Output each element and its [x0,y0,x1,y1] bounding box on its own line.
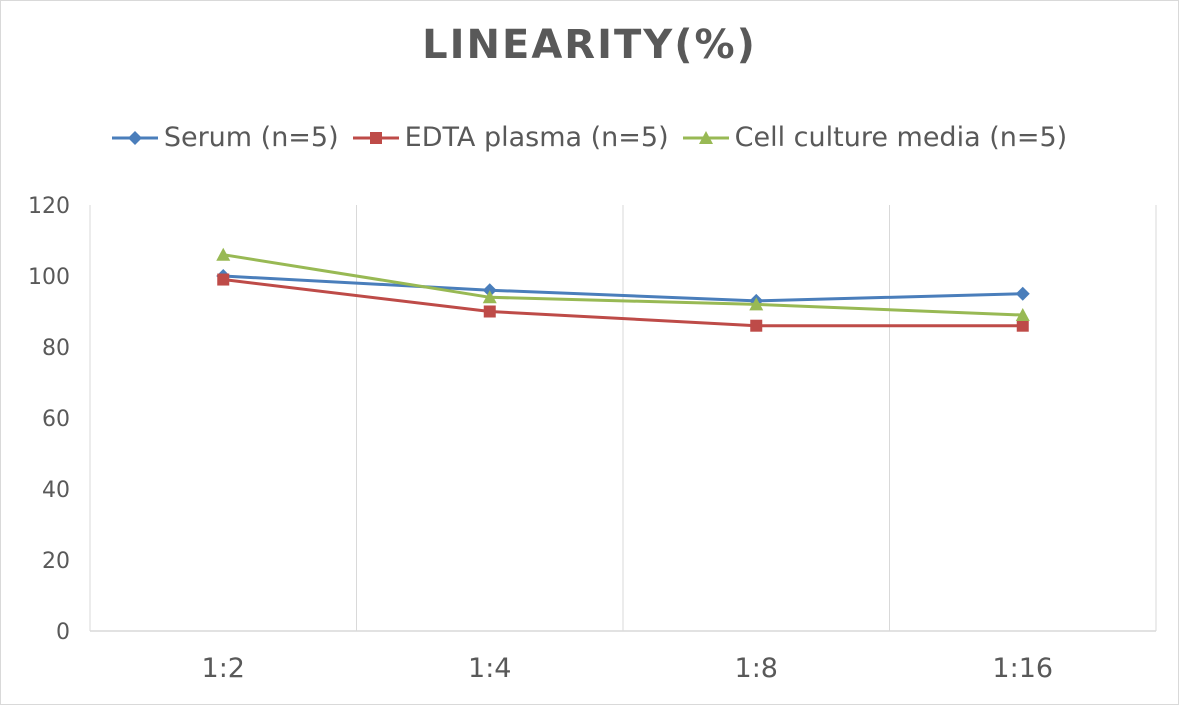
data-point [750,319,763,332]
data-point [482,283,497,298]
y-tick-label: 0 [56,620,70,645]
data-point [749,297,764,311]
legend-item: EDTA plasma (n=5) [352,122,669,153]
legend-item: Cell culture media (n=5) [682,122,1068,153]
series-line-2 [223,253,1023,317]
legend-swatch [352,131,399,144]
legend-swatch [111,130,158,145]
x-tick-label: 1:4 [468,653,511,684]
data-point [483,305,496,318]
y-tick-label: 40 [42,478,70,503]
y-tick-label: 20 [42,549,70,574]
legend-label: EDTA plasma (n=5) [404,122,669,153]
legend-swatch [682,130,729,144]
y-tick-label: 80 [42,336,70,361]
legend-label: Cell culture media (n=5) [734,122,1068,153]
series-line-1 [223,278,1023,328]
legend-marker [698,130,713,144]
chart-title: LINEARITY(%) [422,22,757,68]
x-tick-label: 1:8 [735,653,778,684]
legend: Serum (n=5) EDTA plasma (n=5) Cell culture… [0,122,1179,153]
data-point [1016,319,1029,332]
data-point [216,247,231,261]
legend-marker [127,130,142,145]
data-point [1015,308,1030,322]
data-point [1015,286,1030,301]
x-tick-label: 1:16 [992,653,1053,684]
legend-marker [369,131,382,144]
legend-item: Serum (n=5) [111,122,339,153]
data-point [217,273,230,286]
y-tick-label: 120 [28,194,70,219]
data-point [482,290,497,304]
y-tick-label: 60 [42,407,70,432]
series-line-0 [223,274,1023,303]
legend-label: Serum (n=5) [163,122,339,153]
y-tick-label: 100 [28,265,70,290]
x-tick-label: 1:2 [202,653,245,684]
